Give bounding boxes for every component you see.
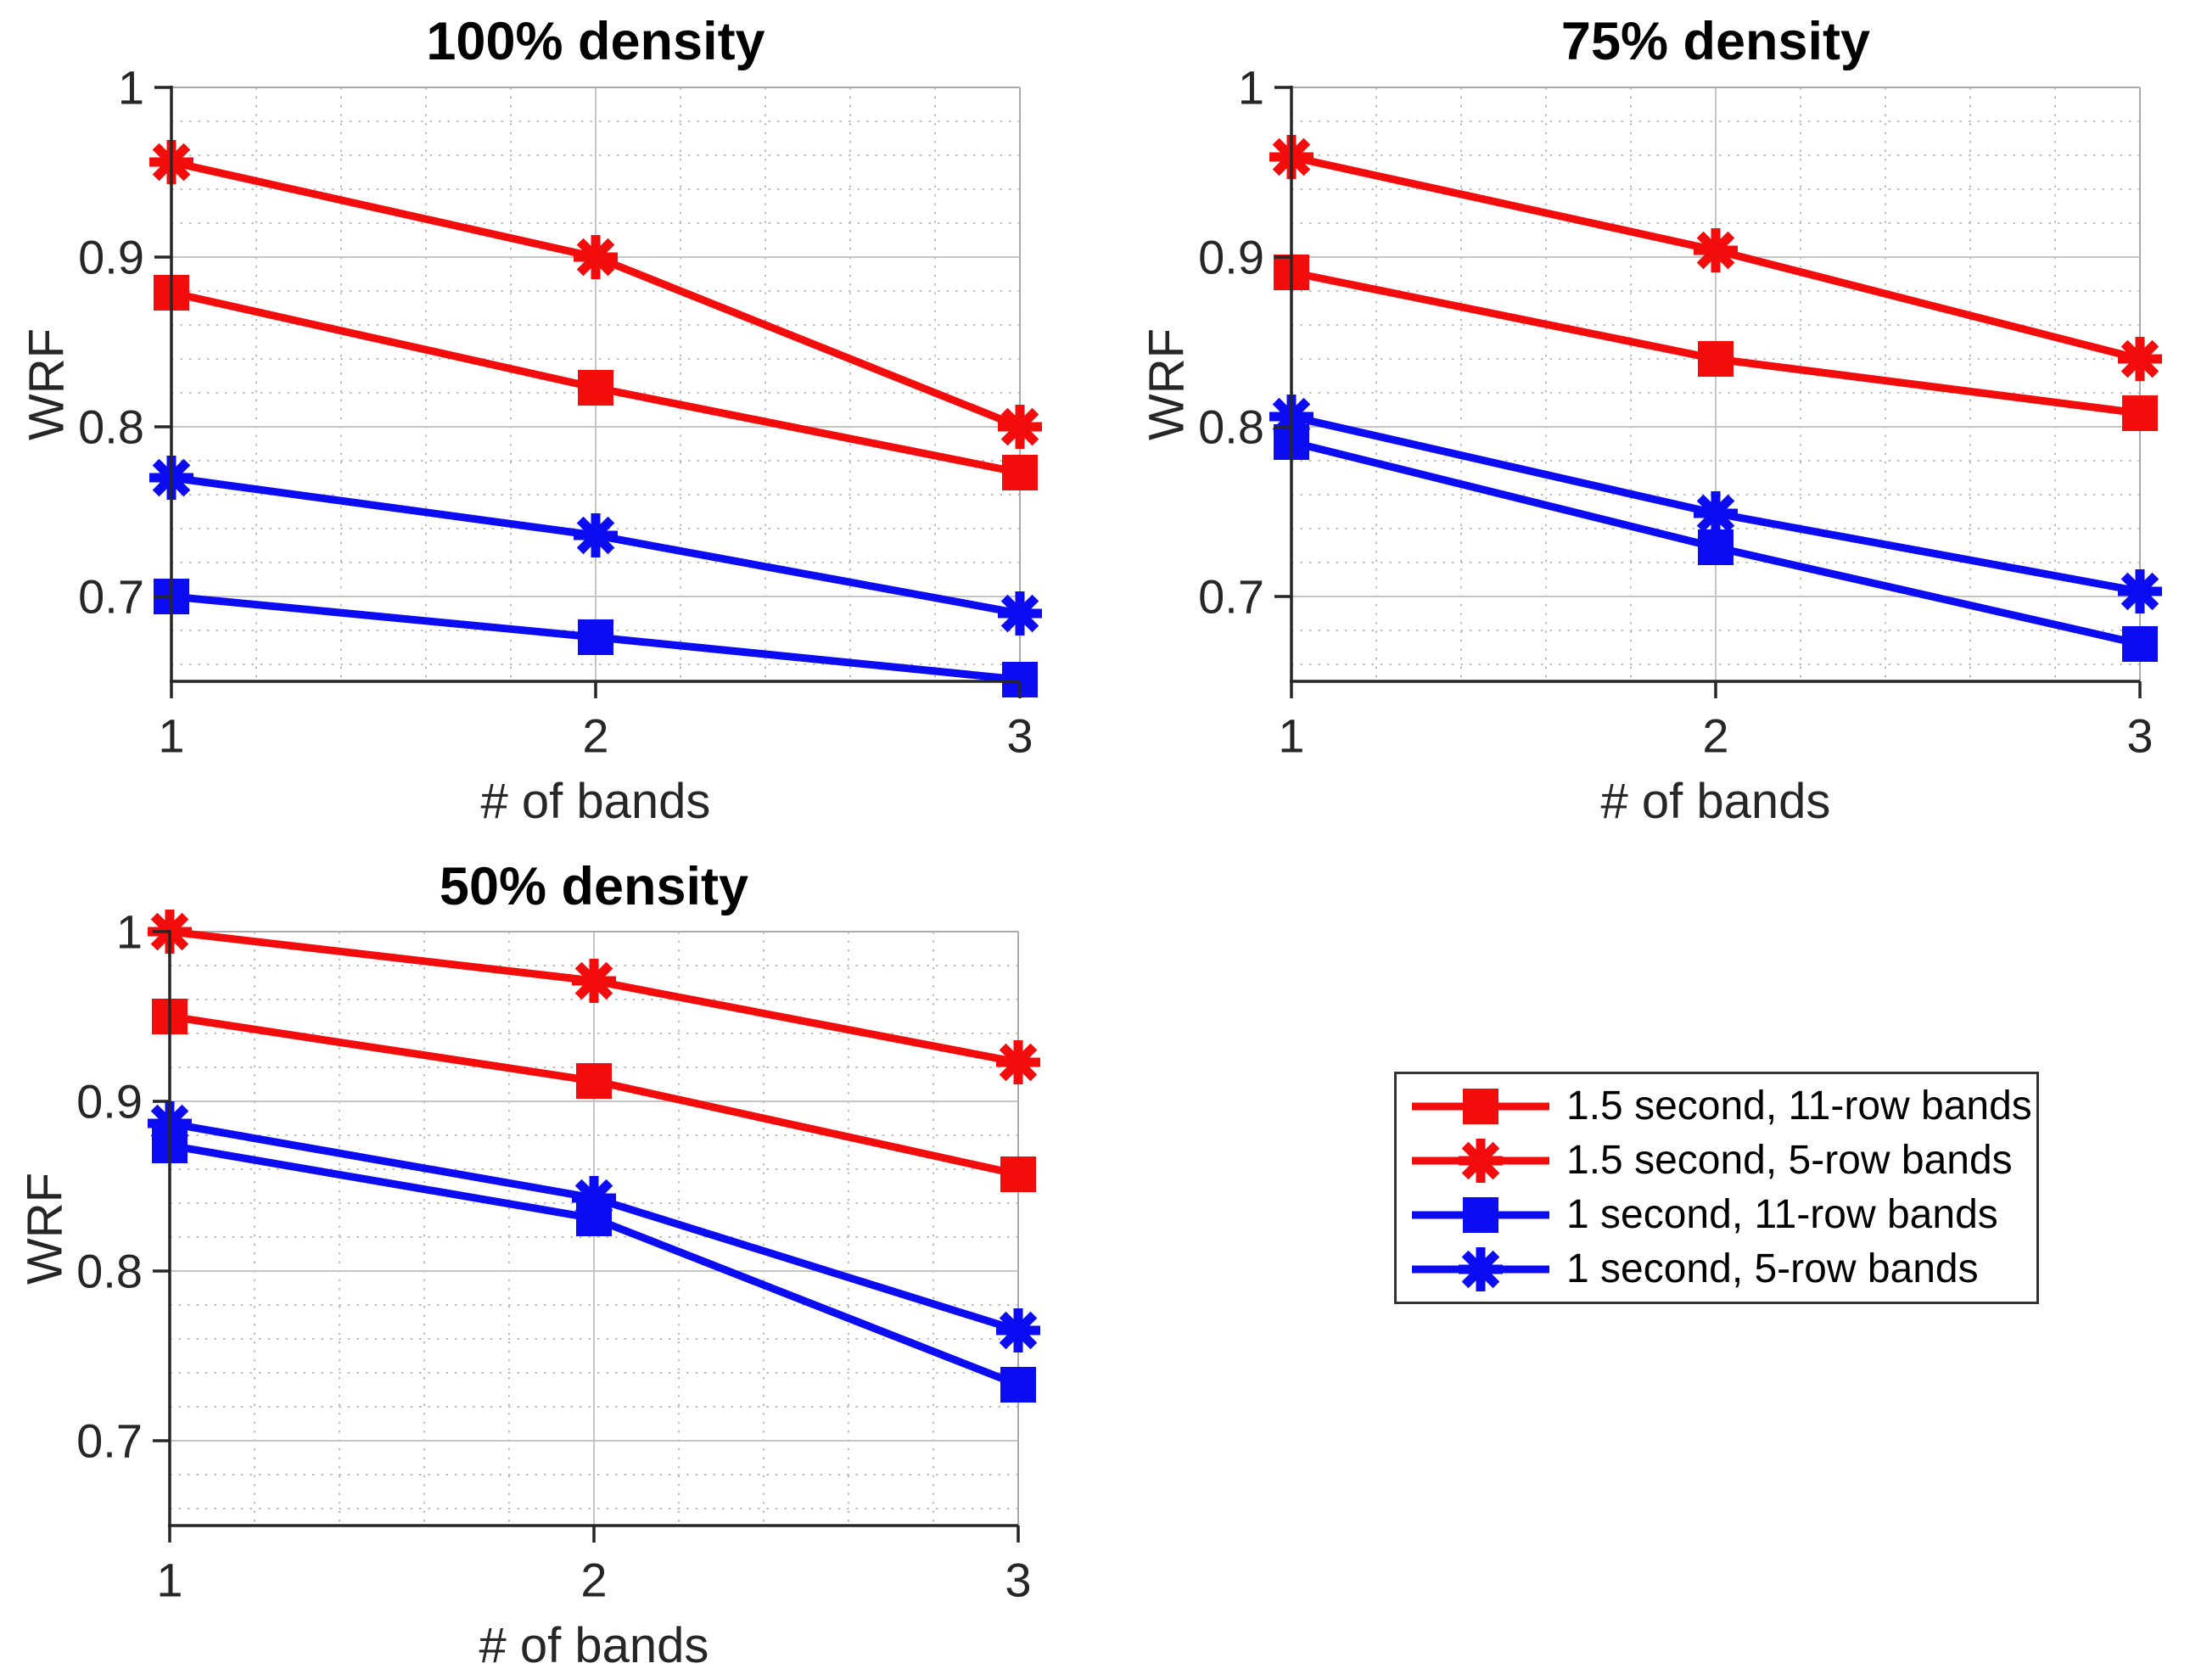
svg-text:0.9: 0.9 (76, 1075, 143, 1128)
tick-labels: 0.7 0.8 0.9 1 1 2 3 (78, 61, 1033, 763)
svg-text:0.7: 0.7 (76, 1414, 143, 1468)
legend-square-marker-icon (1412, 1197, 1549, 1233)
chart-75-density: 0.7 0.8 0.9 1 1 2 3 (1198, 61, 2162, 763)
x-axis-label-75-density: # of bands (1600, 774, 1831, 829)
legend-asterisk-marker-icon (1412, 1139, 1549, 1183)
series-1-second-5-row-bands (148, 1101, 1040, 1352)
chart-title-100-density: 100% density (426, 12, 765, 71)
svg-text:0.8: 0.8 (78, 400, 144, 454)
svg-text:1: 1 (1278, 709, 1304, 763)
x-axis-label-50-density: # of bands (479, 1618, 709, 1673)
chart-title-50-density: 50% density (439, 857, 749, 916)
legend-entry: 1 second, 5-row bands (1397, 1242, 2036, 1296)
chart-100-density: 0.7 0.8 0.9 1 1 2 3 (78, 61, 1042, 763)
svg-text:0.8: 0.8 (1198, 400, 1264, 454)
tick-labels: 0.7 0.8 0.9 1 1 2 3 (1198, 61, 2153, 763)
plot-box (170, 931, 1019, 1526)
svg-text:3: 3 (2126, 709, 2153, 763)
svg-text:3: 3 (1005, 1554, 1031, 1607)
legend-entry-label: 1.5 second, 5-row bands (1566, 1138, 2013, 1183)
svg-text:1: 1 (118, 61, 144, 115)
y-axis-label-75-density: WRF (1139, 328, 1195, 441)
svg-text:2: 2 (582, 709, 608, 763)
minor-grid (1291, 87, 2140, 681)
svg-text:3: 3 (1006, 709, 1033, 763)
series-1.5-second-11-row-bands (152, 999, 1036, 1192)
chart-title-75-density: 75% density (1560, 12, 1871, 71)
legend-entry-label: 1 second, 5-row bands (1566, 1246, 1979, 1291)
svg-text:0.9: 0.9 (78, 231, 144, 284)
svg-text:0.7: 0.7 (78, 570, 144, 624)
legend-square-marker-icon (1412, 1089, 1549, 1124)
series-1.5-second-5-row-bands (148, 910, 1040, 1084)
series-1.5-second-5-row-bands (149, 140, 1042, 449)
svg-text:2: 2 (580, 1554, 607, 1607)
legend: 1.5 second, 11-row bands 1.5 second, 5-ro… (1394, 1072, 2039, 1304)
svg-text:0.7: 0.7 (1198, 570, 1264, 624)
tick-labels: 0.7 0.8 0.9 1 1 2 3 (76, 905, 1031, 1607)
series-1.5-second-5-row-bands (1269, 135, 2162, 381)
chart-50-density: 0.7 0.8 0.9 1 1 2 3 (76, 905, 1040, 1607)
series-1-second-11-row-bands (154, 579, 1038, 697)
svg-text:0.8: 0.8 (76, 1245, 143, 1298)
y-axis-label-100-density: WRF (19, 328, 75, 441)
svg-text:1: 1 (158, 709, 184, 763)
svg-text:0.9: 0.9 (1198, 231, 1264, 284)
legend-entry-label: 1.5 second, 11-row bands (1566, 1084, 2032, 1128)
svg-text:2: 2 (1702, 709, 1728, 763)
svg-text:1: 1 (156, 1554, 182, 1607)
axes (154, 86, 1022, 698)
legend-asterisk-marker-icon (1412, 1247, 1549, 1291)
minor-grid (171, 87, 1020, 681)
series-group (148, 910, 1040, 1403)
legend-entry: 1.5 second, 5-row bands (1397, 1134, 2036, 1188)
legend-entry-label: 1 second, 11-row bands (1566, 1192, 1998, 1237)
y-axis-label-50-density: WRF (17, 1172, 73, 1285)
axes (1274, 86, 2142, 698)
legend-entry: 1 second, 11-row bands (1397, 1188, 2036, 1242)
svg-text:1: 1 (116, 905, 143, 959)
svg-text:1: 1 (1238, 61, 1264, 115)
plot-box (171, 87, 1021, 681)
x-axis-label-100-density: # of bands (480, 774, 711, 829)
axes (153, 930, 1020, 1543)
legend-entry: 1.5 second, 11-row bands (1397, 1079, 2036, 1134)
major-grid (1291, 87, 2140, 681)
